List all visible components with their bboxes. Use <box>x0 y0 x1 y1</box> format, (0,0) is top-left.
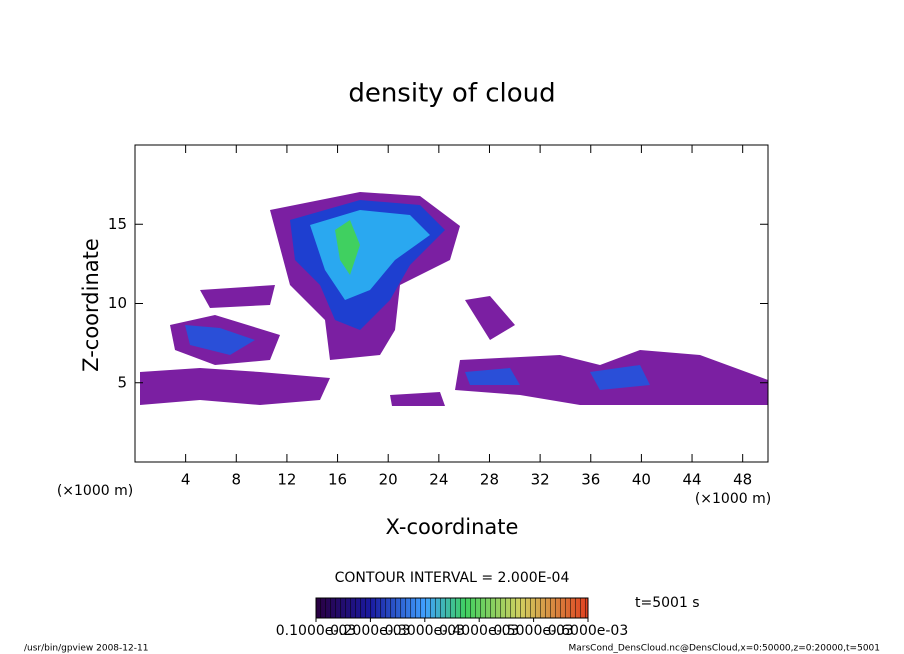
y-tick-label: 10 <box>108 294 127 312</box>
colorbar-tick-label: 0.6000e-03 <box>548 623 628 639</box>
y-axis-label: Z-coordinate <box>79 238 103 372</box>
x-axis-label: X-coordinate <box>386 515 519 539</box>
cloud-field <box>140 192 768 406</box>
x-tick-label: 8 <box>232 471 242 489</box>
x-tick-label: 12 <box>277 471 296 489</box>
footer-left: /usr/bin/gpview 2008-12-11 <box>24 644 148 654</box>
y-tick-label: 15 <box>108 215 127 233</box>
footer-right: MarsCond_DensCloud.nc@DensCloud,x=0:5000… <box>569 644 881 654</box>
colorbar-tick-label: 0.1000e-03 <box>276 623 356 639</box>
x-tick-label: 32 <box>531 471 550 489</box>
x-tick-label: 36 <box>581 471 600 489</box>
y-tick-label: 5 <box>117 373 127 391</box>
x-tick-label: 24 <box>429 471 448 489</box>
x-tick-label: 4 <box>181 471 191 489</box>
x-tick-label: 16 <box>328 471 347 489</box>
colorbar-tick-label: 0.5000e-03 <box>493 623 573 639</box>
chart-title: density of cloud <box>348 79 555 109</box>
x-tick-label: 40 <box>632 471 651 489</box>
x-unit: (×1000 m) <box>695 491 771 507</box>
y-unit: (×1000 m) <box>57 483 133 499</box>
x-tick-label: 20 <box>379 471 398 489</box>
colorbar-stripes <box>316 598 588 618</box>
x-tick-label: 44 <box>682 471 701 489</box>
colorbar-tick-label: 0.2000e-03 <box>330 623 410 639</box>
x-tick-label: 48 <box>733 471 752 489</box>
colorbar-tick-label: 0.4000e-03 <box>439 623 519 639</box>
contour-interval: CONTOUR INTERVAL = 2.000E-04 <box>335 570 570 586</box>
x-tick-label: 28 <box>480 471 499 489</box>
time-label: t=5001 s <box>635 595 700 611</box>
colorbar-tick-label: 0.3000e-03 <box>385 623 465 639</box>
